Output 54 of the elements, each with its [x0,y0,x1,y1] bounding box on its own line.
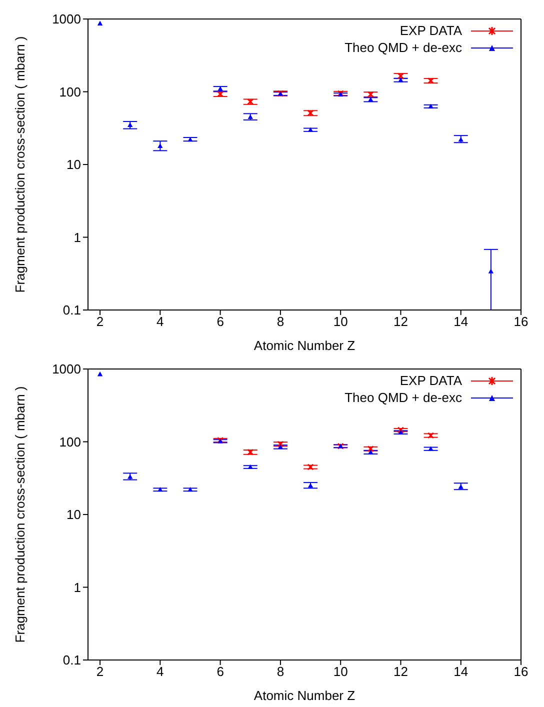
point [427,77,434,84]
x-tick-label: 8 [276,664,284,680]
x-tick-label: 10 [333,314,348,330]
y-tick-label: 100 [59,434,81,450]
legend-label: Theo QMD + de-exc [344,40,462,55]
x-tick-label: 2 [96,314,104,330]
x-tick-label: 14 [454,664,468,680]
point [217,90,224,98]
point [127,474,133,479]
legend-label: Theo QMD + de-exc [344,390,462,405]
point [97,372,103,376]
point [158,143,163,148]
legend-label: EXP DATA [400,373,462,388]
point [367,91,374,98]
point [367,446,374,452]
x-tick-label: 12 [393,664,408,680]
y-tick-label: 1000 [52,12,81,27]
y-tick-label: 1 [74,580,81,595]
x-tick-label: 2 [96,664,104,680]
x-tick-label: 6 [216,664,224,680]
point [97,20,103,26]
point [247,98,254,105]
point [307,464,314,470]
y-tick-label: 10 [66,507,81,522]
point [307,110,314,116]
point [427,432,434,439]
point [278,444,284,449]
y-tick-label: 1 [74,230,81,245]
y-tick-label: 0.1 [62,302,81,318]
point [127,122,133,127]
point [397,426,404,434]
x-tick-label: 4 [156,314,164,330]
y-tick-label: 100 [59,84,81,100]
x-tick-label: 14 [454,314,468,330]
y-tick-label: 0.1 [62,652,81,668]
x-tick-label: 10 [333,664,348,680]
y-axis-title: Fragment production cross-section ( mbarn ) [12,36,28,293]
y-tick-label: 1000 [52,362,81,377]
point [397,72,404,80]
legend-label: EXP DATA [400,23,462,38]
point [488,268,494,274]
x-tick-label: 4 [156,664,164,680]
x-tick-label: 12 [393,314,408,330]
y-tick-label: 10 [66,157,81,172]
x-tick-label: 8 [276,314,284,330]
x-axis-title: Atomic Number Z [254,688,356,703]
x-tick-label: 16 [514,664,528,680]
point [247,448,254,456]
x-axis-title: Atomic Number Z [254,338,356,353]
y-axis-title: Fragment production cross-section ( mbarn ) [12,386,28,643]
point [308,127,314,132]
x-tick-label: 16 [514,314,528,330]
x-tick-label: 6 [216,314,224,330]
point [277,440,284,448]
